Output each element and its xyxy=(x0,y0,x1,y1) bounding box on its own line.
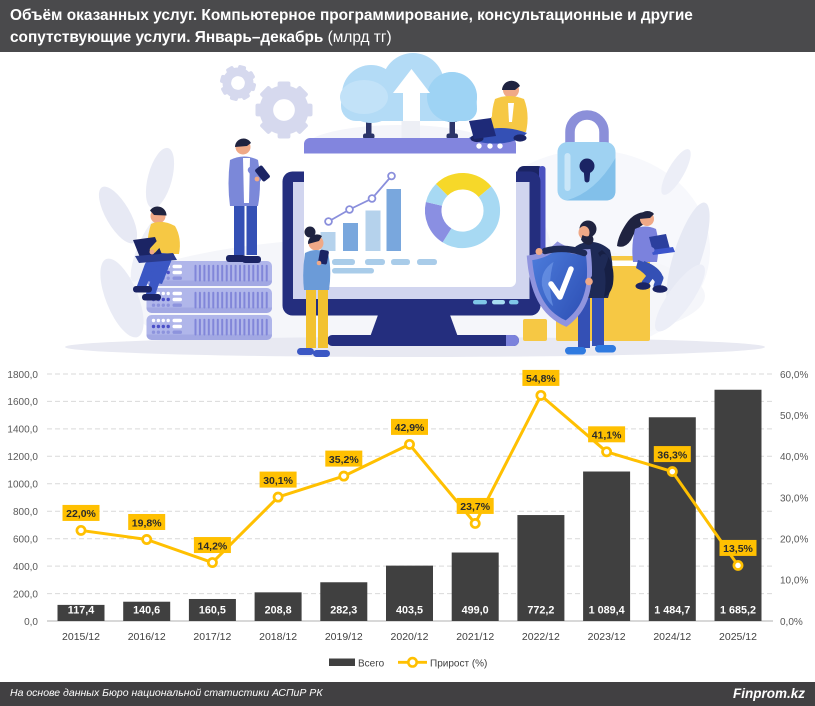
svg-text:1 484,7: 1 484,7 xyxy=(654,605,690,617)
svg-text:1200,0: 1200,0 xyxy=(7,452,38,463)
svg-text:117,4: 117,4 xyxy=(68,605,94,617)
svg-text:13,5%: 13,5% xyxy=(723,543,753,555)
svg-text:42,9%: 42,9% xyxy=(395,422,425,434)
svg-text:23,7%: 23,7% xyxy=(460,501,490,513)
svg-text:60,0%: 60,0% xyxy=(780,370,808,381)
svg-text:1400,0: 1400,0 xyxy=(7,425,38,436)
svg-text:200,0: 200,0 xyxy=(13,589,38,600)
svg-text:1000,0: 1000,0 xyxy=(7,480,38,491)
svg-text:19,8%: 19,8% xyxy=(132,517,162,529)
svg-text:2018/12: 2018/12 xyxy=(259,631,297,643)
svg-text:22,0%: 22,0% xyxy=(66,508,96,520)
svg-text:2016/12: 2016/12 xyxy=(128,631,166,643)
svg-text:208,8: 208,8 xyxy=(265,605,292,617)
svg-text:30,1%: 30,1% xyxy=(263,475,293,487)
svg-text:54,8%: 54,8% xyxy=(526,373,556,385)
svg-text:403,5: 403,5 xyxy=(396,605,423,617)
svg-text:2020/12: 2020/12 xyxy=(391,631,429,643)
svg-text:800,0: 800,0 xyxy=(13,507,38,518)
svg-text:2021/12: 2021/12 xyxy=(456,631,494,643)
svg-text:600,0: 600,0 xyxy=(13,535,38,546)
svg-text:2023/12: 2023/12 xyxy=(588,631,626,643)
svg-text:140,6: 140,6 xyxy=(133,605,160,617)
svg-text:30,0%: 30,0% xyxy=(780,493,808,504)
svg-text:35,2%: 35,2% xyxy=(329,454,359,466)
svg-text:0,0: 0,0 xyxy=(24,617,38,628)
svg-text:20,0%: 20,0% xyxy=(780,535,808,546)
svg-text:1600,0: 1600,0 xyxy=(7,397,38,408)
svg-text:282,3: 282,3 xyxy=(330,605,357,617)
svg-text:41,1%: 41,1% xyxy=(592,430,622,442)
svg-text:1800,0: 1800,0 xyxy=(7,370,38,381)
svg-text:2015/12: 2015/12 xyxy=(62,631,100,643)
svg-text:40,0%: 40,0% xyxy=(780,452,808,463)
svg-text:772,2: 772,2 xyxy=(527,605,554,617)
svg-text:160,5: 160,5 xyxy=(199,605,226,617)
svg-text:400,0: 400,0 xyxy=(13,562,38,573)
svg-text:0,0%: 0,0% xyxy=(780,617,803,628)
svg-text:1 089,4: 1 089,4 xyxy=(589,605,625,617)
svg-text:Всего: Всего xyxy=(358,659,385,670)
svg-text:2019/12: 2019/12 xyxy=(325,631,363,643)
svg-text:1 685,2: 1 685,2 xyxy=(720,605,756,617)
svg-text:14,2%: 14,2% xyxy=(198,540,228,552)
svg-text:2024/12: 2024/12 xyxy=(653,631,691,643)
svg-text:10,0%: 10,0% xyxy=(780,576,808,587)
svg-text:50,0%: 50,0% xyxy=(780,411,808,422)
svg-text:2025/12: 2025/12 xyxy=(719,631,757,643)
svg-text:Прирост (%): Прирост (%) xyxy=(430,659,487,670)
svg-text:36,3%: 36,3% xyxy=(657,449,687,461)
svg-text:499,0: 499,0 xyxy=(462,605,489,617)
svg-text:2017/12: 2017/12 xyxy=(193,631,231,643)
svg-text:2022/12: 2022/12 xyxy=(522,631,560,643)
